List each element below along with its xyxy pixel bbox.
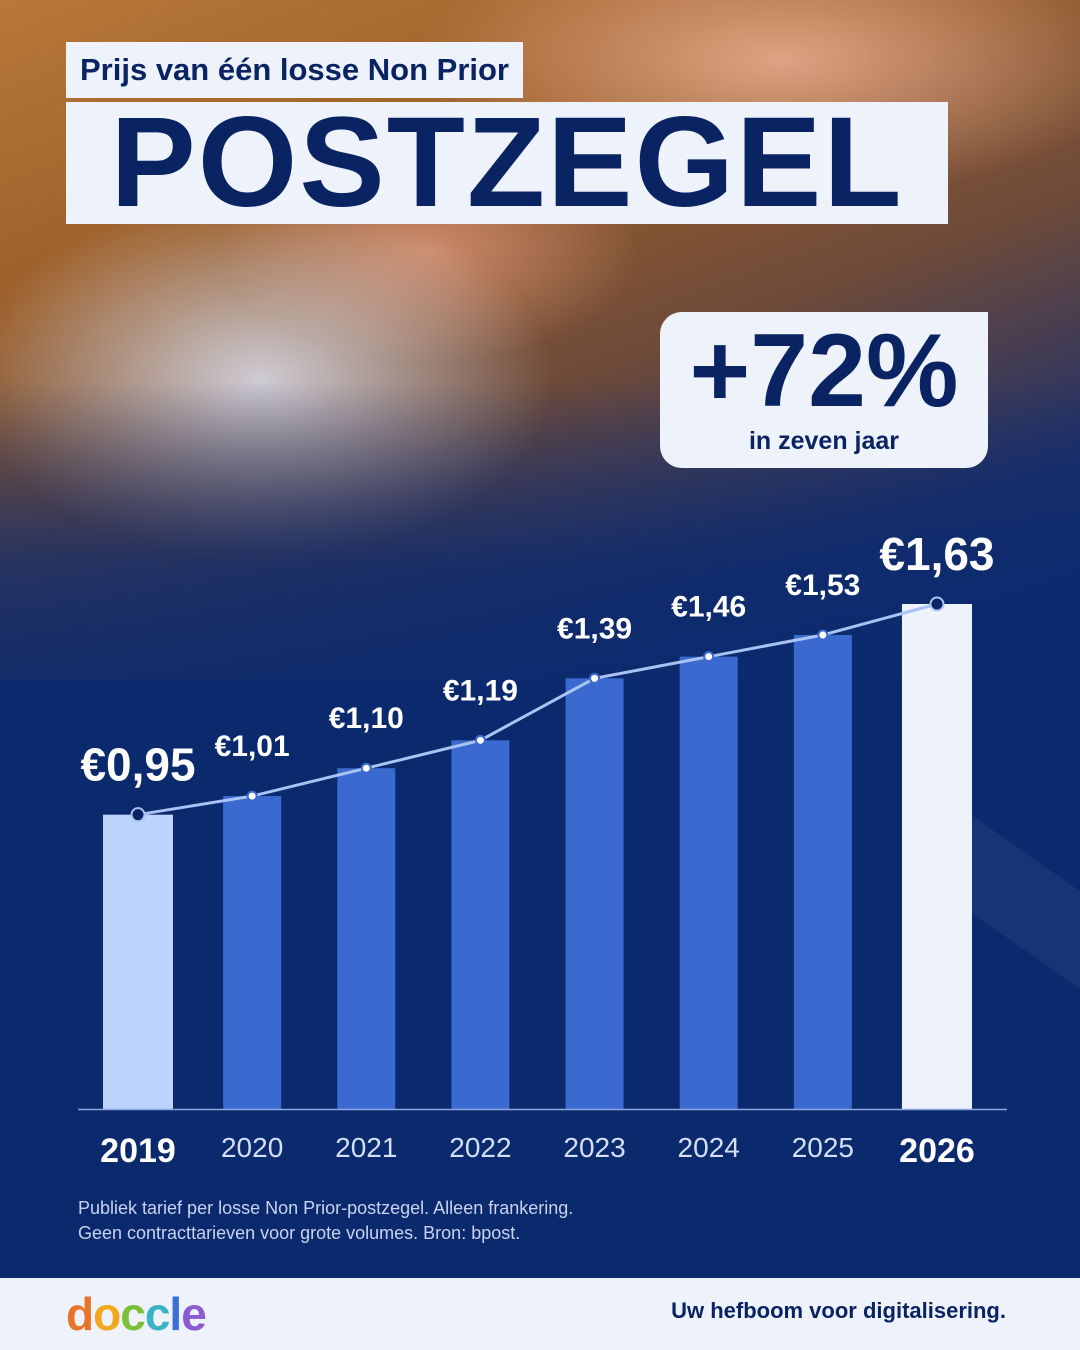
trend-point-2024 <box>703 651 715 663</box>
data-label-2022: €1,19 <box>443 674 518 707</box>
footnote-line-1: Publiek tarief per losse Non Prior-postz… <box>78 1198 574 1218</box>
bar-2024 <box>679 656 738 1109</box>
highlight-value: +72% <box>689 312 959 429</box>
x-tick-label-2023: 2023 <box>563 1132 625 1163</box>
trend-point-2023 <box>589 672 601 684</box>
trend-point-2021 <box>360 762 372 774</box>
trend-line <box>137 602 938 817</box>
data-label-2025: €1,53 <box>785 569 860 602</box>
x-tick-label-2024: 2024 <box>678 1132 740 1163</box>
x-tick-label-2022: 2022 <box>449 1132 511 1163</box>
footer-bar: doccle Uw hefboom voor digitalisering. <box>0 1278 1080 1350</box>
bar-2020 <box>223 796 282 1109</box>
title-text: POSTZEGEL <box>110 91 904 234</box>
doccle-logo[interactable]: doccle <box>66 1288 207 1340</box>
x-tick-label-2019: 2019 <box>100 1132 176 1170</box>
header-subtitle: Prijs van één losse Non Prior <box>66 42 523 98</box>
bar-2025 <box>793 634 852 1109</box>
trend-point-2022 <box>474 734 486 746</box>
logo-letter: l <box>169 1288 182 1340</box>
logo-letter: e <box>181 1288 207 1340</box>
trend-point-2019 <box>130 807 146 823</box>
bar-2022 <box>451 740 510 1109</box>
footer-tagline: Uw hefboom voor digitalisering. <box>671 1298 1006 1323</box>
footnote-line-2: Geen contracttarieven voor grote volumes… <box>78 1223 521 1243</box>
x-tick-label-2026: 2026 <box>899 1132 975 1170</box>
subtitle-text: Prijs van één losse Non Prior <box>80 52 509 87</box>
logo-letter: c <box>144 1288 171 1340</box>
bar-2019 <box>103 814 173 1109</box>
bar-2021 <box>337 768 396 1109</box>
data-label-2026: €1,63 <box>879 528 994 580</box>
footnote: Publiek tarief per losse Non Prior-postz… <box>78 1196 778 1246</box>
x-tick-label-2025: 2025 <box>792 1132 854 1163</box>
highlight-caption: in zeven jaar <box>748 426 900 455</box>
price-bar-chart: €0,95 €1,01 €1,10 €1,19 €1,39 €1,46 €1,53 €1,63… <box>78 528 1007 1170</box>
background-panel <box>0 760 1080 1280</box>
logo-letter: d <box>66 1288 94 1340</box>
data-label-2020: €1,01 <box>215 730 290 763</box>
data-label-2024: €1,46 <box>671 591 746 624</box>
data-label-2021: €1,10 <box>329 702 404 735</box>
trend-point-2020 <box>246 790 258 802</box>
x-tick-label-2021: 2021 <box>335 1132 397 1163</box>
bar-2026 <box>901 604 972 1109</box>
logo-letter: c <box>120 1288 146 1340</box>
trend-point-2026 <box>929 596 945 612</box>
header-title: POSTZEGEL <box>66 91 948 234</box>
trend-point-2025 <box>817 629 829 641</box>
data-label-2023: €1,39 <box>557 612 632 645</box>
bar-2023 <box>565 678 624 1109</box>
logo-letter: o <box>93 1288 121 1340</box>
highlight-badge: +72% in zeven jaar <box>660 312 988 468</box>
data-label-2019: €0,95 <box>80 739 195 791</box>
x-tick-label-2020: 2020 <box>221 1132 283 1163</box>
